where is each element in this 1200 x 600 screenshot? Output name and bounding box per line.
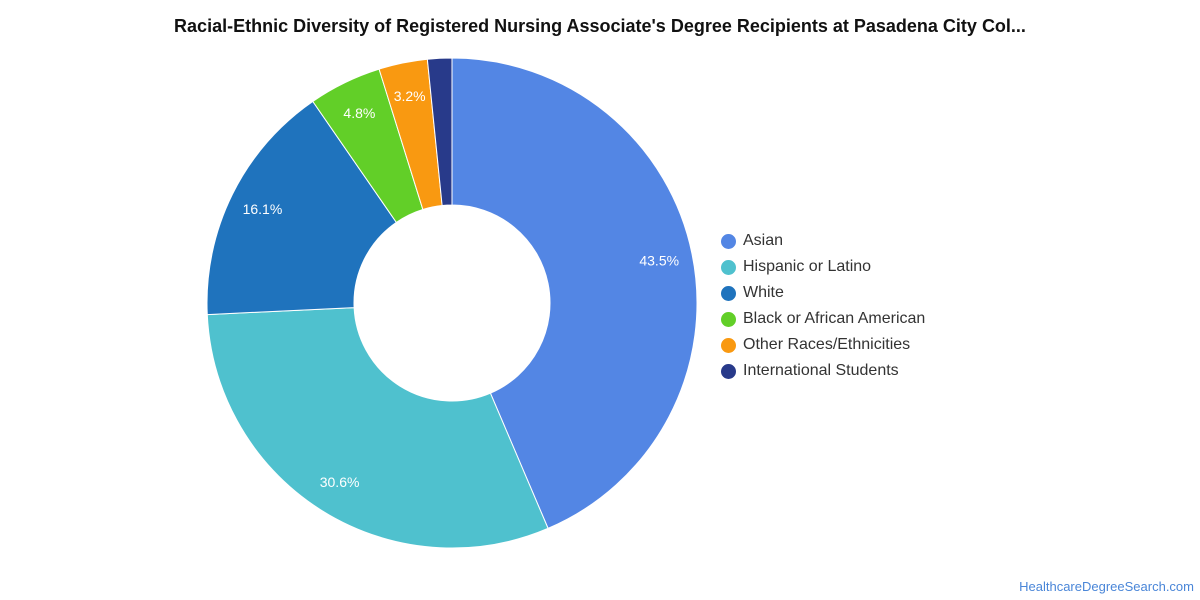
legend-item-asian[interactable]: Asian <box>721 228 925 254</box>
legend-label-black-or-african-american: Black or African American <box>743 310 926 327</box>
slice-asian[interactable] <box>451 57 698 530</box>
slice-label-other-races-ethnicities: 3.2% <box>394 88 426 104</box>
legend-label-international-students: International Students <box>743 362 899 379</box>
legend-item-hispanic-or-latino[interactable]: Hispanic or Latino <box>721 254 925 280</box>
legend-item-white[interactable]: White <box>721 280 925 306</box>
legend: Asian Hispanic or Latino White Black or Afr… <box>721 228 925 384</box>
slice-hispanic-or-latino[interactable] <box>206 307 549 549</box>
legend-swatch-white <box>721 285 736 301</box>
legend-label-other-races-ethnicities: Other Races/Ethnicities <box>743 336 911 353</box>
slice-labels-group: 43.5% 30.6% 16.1% 4.8% 3.2% <box>243 88 679 490</box>
slice-label-asian: 43.5% <box>639 253 679 269</box>
slices-group <box>206 57 698 549</box>
slice-international-students[interactable] <box>426 57 453 207</box>
legend-swatch-other-races-ethnicities <box>721 337 736 353</box>
slice-label-hispanic-or-latino: 30.6% <box>320 474 360 490</box>
slice-label-white: 16.1% <box>243 201 283 217</box>
legend-swatch-asian <box>721 233 736 249</box>
legend-label-white: White <box>743 284 784 301</box>
legend-item-black-or-african-american[interactable]: Black or African American <box>721 306 925 332</box>
legend-swatch-international-students <box>721 363 736 379</box>
legend-label-hispanic-or-latino: Hispanic or Latino <box>743 258 872 275</box>
legend-item-other-races-ethnicities[interactable]: Other Races/Ethnicities <box>721 332 925 358</box>
legend-item-international-students[interactable]: International Students <box>721 358 925 384</box>
source-link[interactable]: HealthcareDegreeSearch.com <box>1019 579 1194 594</box>
legend-swatch-hispanic-or-latino <box>721 259 736 275</box>
chart-title: Racial-Ethnic Diversity of Registered Nu… <box>174 16 1026 36</box>
legend-label-asian: Asian <box>743 232 784 249</box>
slice-label-black-or-african-american: 4.8% <box>343 105 375 121</box>
legend-swatch-black-or-african-american <box>721 311 736 327</box>
